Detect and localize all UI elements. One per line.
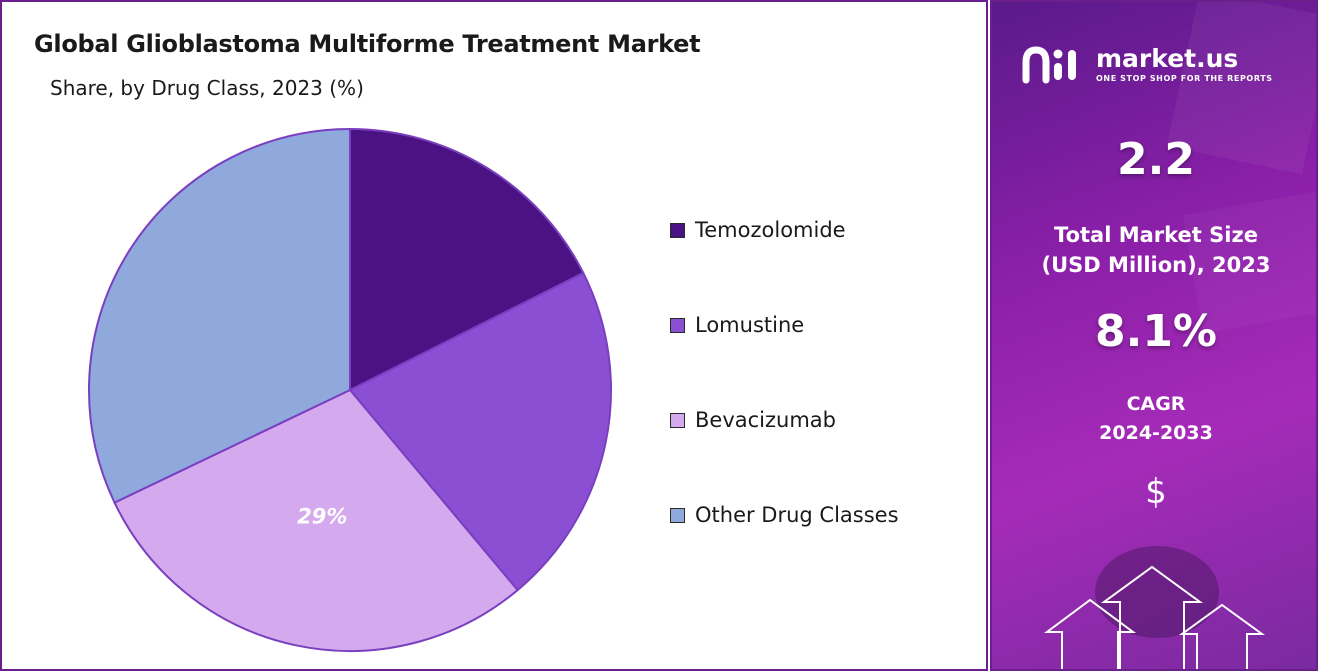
chart-panel: Global Glioblastoma Multiforme Treatment… <box>0 0 988 671</box>
legend-item-bevacizumab: Bevacizumab <box>670 400 899 440</box>
pie-slice-temozolomide <box>349 127 585 392</box>
legend-swatch <box>670 412 685 428</box>
market-us-logo-icon <box>1022 46 1076 84</box>
brand-logo: market.us ONE STOP SHOP FOR THE REPORTS <box>1022 44 1273 84</box>
legend-swatch <box>670 317 685 333</box>
market-size-label-line2: (USD Million), 2023 <box>1041 253 1271 277</box>
growth-arrows-icon <box>1043 565 1266 669</box>
cagr-label-line1: CAGR <box>1126 393 1186 415</box>
chart-title: Global Glioblastoma Multiforme Treatment… <box>34 30 701 58</box>
chart-legend: Temozolomide Lomustine Bevacizumab Other Dr… <box>670 210 899 590</box>
pie-chart: 29% <box>88 127 612 652</box>
summary-panel: market.us ONE STOP SHOP FOR THE REPORTS … <box>990 0 1318 671</box>
legend-label: Temozolomide <box>695 218 846 242</box>
legend-item-other-drug-classes: Other Drug Classes <box>670 495 899 535</box>
legend-label: Bevacizumab <box>695 408 836 432</box>
chart-subtitle: Share, by Drug Class, 2023 (%) <box>50 76 364 100</box>
background-decoration <box>1043 2 1316 669</box>
market-size-label-line1: Total Market Size <box>1054 223 1258 247</box>
legend-swatch <box>670 507 685 523</box>
market-size-value: 2.2 <box>1117 134 1195 185</box>
pie-slice-other-drug-classes <box>88 127 351 504</box>
legend-label: Other Drug Classes <box>695 503 899 527</box>
dollar-icon: $ <box>1145 472 1167 512</box>
data-label-bevacizumab: 29% <box>297 505 347 529</box>
cagr-value: 8.1% <box>1094 306 1218 357</box>
cagr-label-line2: 2024-2033 <box>1099 422 1213 444</box>
legend-label: Lomustine <box>695 313 805 337</box>
brand-name: market.us <box>1096 43 1239 73</box>
legend-swatch <box>670 222 685 238</box>
legend-item-lomustine: Lomustine <box>670 305 899 345</box>
legend-item-temozolomide: Temozolomide <box>670 210 899 250</box>
pie-slice-lomustine <box>348 271 612 592</box>
brand-tagline: ONE STOP SHOP FOR THE REPORTS <box>1096 73 1273 83</box>
